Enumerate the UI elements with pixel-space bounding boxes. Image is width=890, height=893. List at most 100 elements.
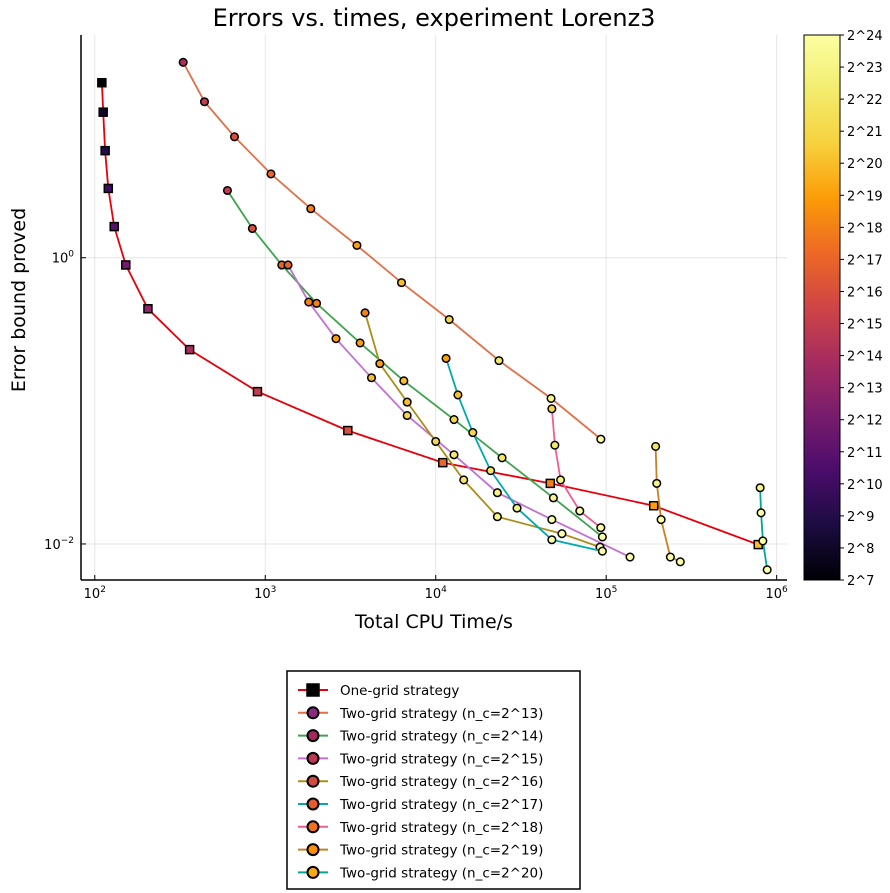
data-point [497, 453, 507, 463]
colorbar-tick-label: 2^12 [847, 414, 883, 429]
data-point [396, 278, 407, 288]
x-tick-label: 102 [84, 585, 106, 602]
data-point [283, 260, 293, 270]
legend-marker [306, 751, 320, 765]
legend-item: Two-grid strategy (n_c=2^19) [298, 843, 543, 859]
legend-item: Two-grid strategy (n_c=2^13) [298, 706, 543, 722]
axes-frame [80, 35, 787, 581]
data-point [597, 532, 607, 542]
data-point [575, 506, 585, 516]
data-point [556, 475, 566, 485]
data-point [97, 77, 107, 88]
colorbar-tick-label: 2^19 [847, 189, 883, 204]
colorbar-tick-label: 2^21 [847, 125, 883, 140]
data-point [444, 314, 454, 325]
y-tick-label: 100 [52, 250, 75, 267]
series-6 [547, 404, 606, 533]
series-5 [441, 353, 607, 556]
colorbar-labels: 2^7 2^8 2^9 2^10 2^11 2^12 2^13 2^14 2^15 2^16 2^1… [840, 29, 883, 589]
series-line [101, 82, 759, 546]
legend-item: Two-grid strategy (n_c=2^16) [298, 774, 543, 790]
data-point [486, 466, 496, 476]
legend-label: One-grid strategy [340, 683, 459, 699]
data-point [441, 353, 451, 363]
legend-label: Two-grid strategy (n_c=2^20) [339, 865, 543, 881]
legend-item: One-grid strategy [298, 683, 459, 699]
data-point [651, 441, 661, 452]
colorbar-tick-label: 2^7 [847, 574, 874, 589]
legend-marker [306, 729, 320, 743]
legend-item: Two-grid strategy (n_c=2^18) [298, 820, 543, 836]
data-point [762, 565, 772, 575]
colorbar-tick-label: 2^14 [847, 350, 883, 365]
legend-item: Two-grid strategy (n_c=2^14) [298, 729, 543, 745]
data-point [596, 523, 606, 533]
data-point [459, 475, 469, 485]
data-point [399, 376, 409, 386]
colorbar-tick-label: 2^23 [847, 61, 883, 76]
data-point [98, 107, 108, 117]
series-line [182, 61, 602, 440]
legend-label: Two-grid strategy (n_c=2^19) [339, 843, 543, 859]
data-point [143, 304, 153, 314]
legend-label: Two-grid strategy (n_c=2^18) [339, 820, 543, 836]
y-tick-label: 10−2 [44, 536, 74, 553]
series-0 [97, 77, 764, 550]
x-ticks: 102 103 104 105 106 [84, 575, 788, 602]
data-point [648, 500, 659, 511]
data-point [449, 450, 459, 460]
data-point [402, 397, 412, 407]
data-point [596, 434, 606, 444]
data-point [352, 240, 362, 250]
data-point [366, 373, 377, 383]
colorbar-tick-label: 2^15 [847, 318, 883, 333]
data-point [184, 344, 195, 355]
legend-box [286, 670, 581, 890]
data-point [547, 515, 557, 525]
colorbar-tick-label: 2^24 [847, 29, 883, 44]
data-point [492, 512, 502, 522]
data-point [331, 334, 341, 344]
data-point [758, 536, 768, 546]
data-point [546, 393, 556, 403]
series-line [445, 358, 603, 553]
colorbar-tick-label: 2^9 [847, 510, 874, 525]
series-line [364, 312, 601, 548]
data-point [548, 493, 558, 503]
legend-label: Two-grid strategy (n_c=2^15) [339, 751, 543, 767]
legend: One-grid strategy Two-grid strategy (n_c=… [286, 670, 581, 890]
data-point [402, 410, 412, 421]
y-ticks: 10−2 100 [44, 250, 86, 553]
data-point [512, 503, 522, 513]
data-point [312, 298, 322, 308]
series-7 [651, 441, 685, 567]
legend-label: Two-grid strategy (n_c=2^16) [339, 774, 543, 790]
data-point [222, 185, 232, 196]
colorbar-tick-label: 2^18 [847, 221, 883, 236]
y-axis-label: Error bound proved [8, 208, 30, 392]
x-tick-label: 105 [595, 585, 617, 602]
colorbar-gradient [803, 34, 841, 581]
data-point [360, 308, 370, 318]
legend-items: One-grid strategy Two-grid strategy (n_c=… [298, 683, 543, 881]
data-point [597, 546, 607, 556]
series-1 [178, 57, 606, 444]
data-point [100, 145, 110, 156]
legend-marker [306, 683, 320, 697]
data-point [178, 57, 188, 67]
data-point [675, 557, 685, 567]
series-line [759, 487, 769, 570]
data-point [755, 483, 765, 493]
legend-label: Two-grid strategy (n_c=2^14) [339, 729, 543, 745]
data-point [449, 415, 459, 425]
chart-title: Errors vs. times, experiment Lorenz3 [213, 4, 656, 32]
data-point [121, 260, 131, 270]
series-8 [755, 483, 772, 575]
legend-marker [306, 843, 320, 857]
series-layer [97, 57, 772, 575]
colorbar-tick-label: 2^16 [847, 285, 883, 300]
colorbar-tick-label: 2^10 [847, 478, 883, 493]
colorbar-tick-label: 2^13 [847, 382, 883, 397]
data-point [343, 425, 353, 436]
legend-item: Two-grid strategy (n_c=2^17) [298, 797, 543, 813]
